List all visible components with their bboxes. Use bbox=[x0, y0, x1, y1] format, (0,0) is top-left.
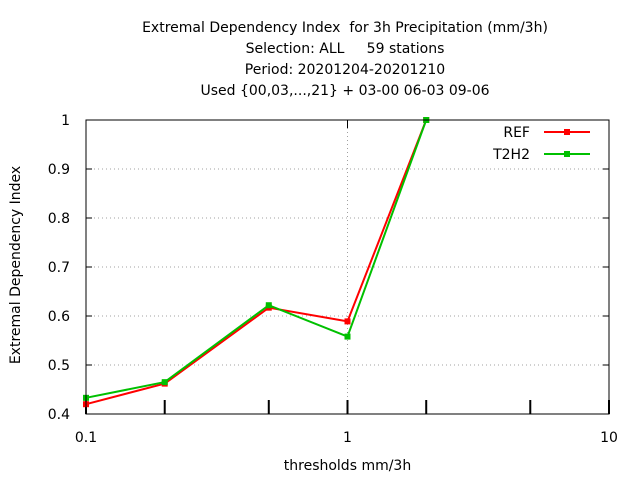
title-line-2: Selection: ALL 59 stations bbox=[245, 41, 445, 57]
y-axis-label: Extremal Dependency Index bbox=[8, 166, 24, 364]
x-tick-label: 0.1 bbox=[75, 430, 97, 446]
title-line-4: Used {00,03,...,21} + 03-00 06-03 09-06 bbox=[200, 83, 490, 99]
x-axis-label: thresholds mm/3h bbox=[284, 458, 411, 474]
x-tick-label: 10 bbox=[600, 430, 618, 446]
series-line-t2h2 bbox=[85, 119, 428, 399]
title-line-3: Period: 20201204-20201210 bbox=[244, 62, 446, 78]
y-tick-label: 0.9 bbox=[48, 162, 70, 178]
plot-frame bbox=[85, 119, 610, 415]
legend-label-t2h2: T2H2 bbox=[492, 147, 530, 163]
y-tick-label: 1 bbox=[61, 113, 70, 129]
series-point-t2h2 bbox=[265, 302, 272, 309]
series-point-t2h2 bbox=[344, 333, 351, 340]
legend-label-ref: REF bbox=[503, 125, 530, 141]
chart-title: Extremal Dependency Index for 3h Precipi… bbox=[0, 18, 640, 102]
y-tick-label: 0.5 bbox=[48, 358, 70, 374]
series bbox=[83, 117, 430, 408]
y-tick-label: 0.4 bbox=[48, 407, 70, 423]
series-point-t2h2 bbox=[161, 379, 168, 386]
legend-marker-ref bbox=[564, 129, 570, 135]
legend-marker-t2h2 bbox=[564, 151, 570, 157]
ticks: 0.4 0.5 0.6 0.7 0.8 0.9 1 0.1 1 10 bbox=[48, 113, 618, 446]
series-point-ref bbox=[344, 318, 351, 325]
grid bbox=[86, 120, 609, 414]
title-line-1: Extremal Dependency Index for 3h Precipi… bbox=[142, 20, 548, 36]
y-tick-label: 0.6 bbox=[48, 309, 70, 325]
x-tick-label: 1 bbox=[343, 430, 352, 446]
y-tick-label: 0.7 bbox=[48, 260, 70, 276]
y-tick-label: 0.8 bbox=[48, 211, 70, 227]
legend: REF T2H2 bbox=[492, 125, 590, 163]
